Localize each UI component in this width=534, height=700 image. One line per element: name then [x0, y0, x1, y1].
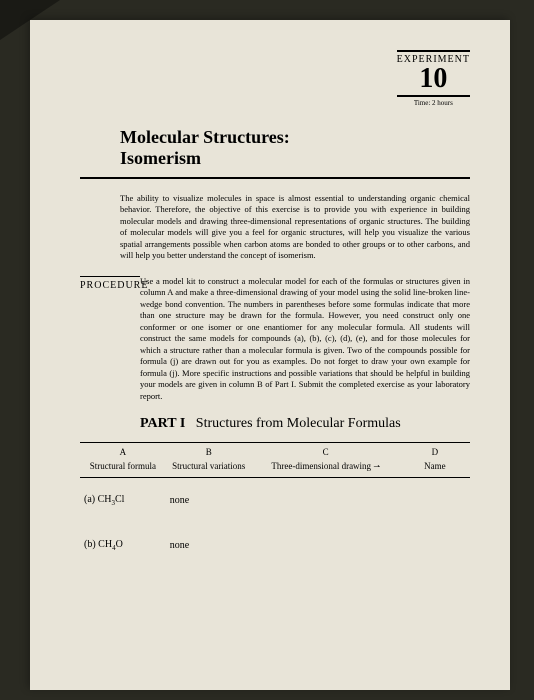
experiment-badge: EXPERIMENT 10 Time: 2 hours [397, 50, 470, 107]
part-label: PART I [140, 416, 185, 431]
col-c-text: Three-dimensional drawing [271, 461, 371, 471]
row-a-formula: (a) CH3Cl [80, 477, 166, 523]
col-letter-d: D [400, 442, 470, 459]
table-row: (a) CH3Cl none [80, 477, 470, 523]
row-a-name [400, 477, 470, 523]
col-label-c: Three-dimensional drawing ⇀ [252, 459, 400, 478]
experiment-number: 10 [397, 65, 470, 97]
row-b-formula: (b) CH4O [80, 523, 166, 568]
experiment-time: Time: 2 hours [397, 99, 470, 107]
document-page: EXPERIMENT 10 Time: 2 hours Molecular St… [30, 20, 510, 690]
structures-table: A B C D Structural formula Structural va… [80, 442, 470, 568]
part-name: Structures from Molecular Formulas [196, 416, 401, 431]
row-b-variation: none [166, 523, 252, 568]
title-line1: Molecular Structures: [120, 127, 470, 148]
col-letter-c: C [252, 442, 400, 459]
col-label-b: Structural variations [166, 459, 252, 478]
intro-paragraph: The ability to visualize molecules in sp… [120, 193, 470, 262]
title-rule [80, 177, 470, 179]
col-letter-b: B [166, 442, 252, 459]
col-label-d: Name [400, 459, 470, 478]
procedure-block: PROCEDURE Use a model kit to construct a… [80, 276, 470, 402]
col-letter-a: A [80, 442, 166, 459]
procedure-label: PROCEDURE [80, 276, 140, 402]
col-label-a: Structural formula [80, 459, 166, 478]
table-row: (b) CH4O none [80, 523, 470, 568]
procedure-text: Use a model kit to construct a molecular… [140, 276, 470, 402]
row-a-id: (a) [84, 494, 95, 505]
row-b-drawing [252, 523, 400, 568]
title-line2: Isomerism [120, 148, 470, 169]
row-b-id: (b) [84, 539, 96, 550]
row-a-drawing [252, 477, 400, 523]
part-title: PART I Structures from Molecular Formula… [140, 416, 470, 432]
arrow-icon: ⇀ [373, 462, 380, 471]
title-block: Molecular Structures: Isomerism [120, 127, 470, 169]
row-a-variation: none [166, 477, 252, 523]
row-b-name [400, 523, 470, 568]
